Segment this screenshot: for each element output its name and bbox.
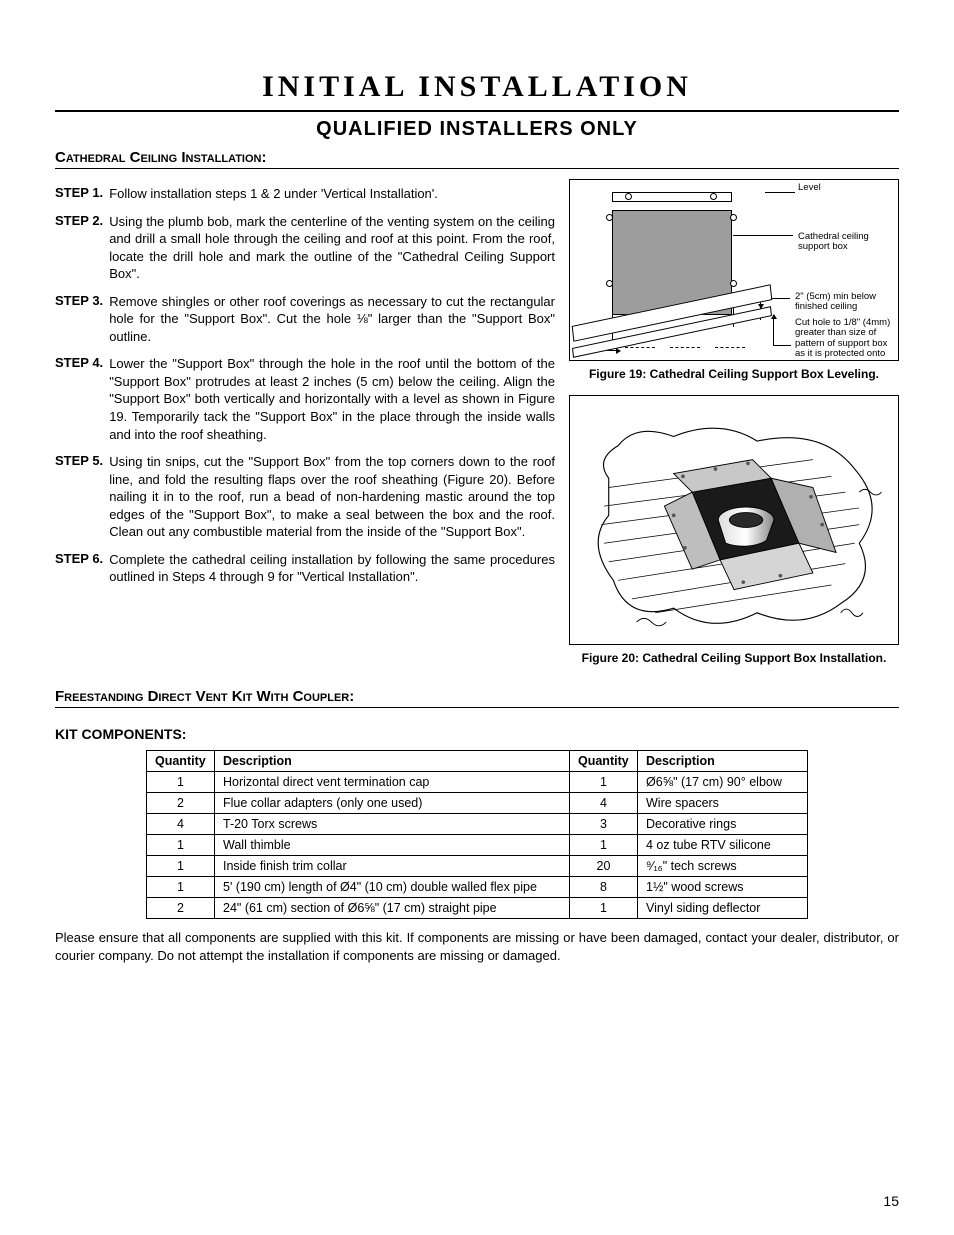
kit-footnote: Please ensure that all components are su… [55,929,899,964]
table-row: 1Inside finish trim collar20⁹⁄₁₆" tech s… [147,856,808,877]
cell-desc: Vinyl siding deflector [638,898,808,919]
step-label: STEP 2. [55,213,103,283]
cell-qty: 8 [570,877,638,898]
step-text: Using tin snips, cut the "Support Box" f… [109,453,555,541]
cell-qty: 1 [147,772,215,793]
figure-19-caption: Figure 19: Cathedral Ceiling Support Box… [569,367,899,383]
fig19-label-supportbox: Cathedral ceiling support box [798,232,893,253]
kit-components-heading: KIT COMPONENTS: [55,726,899,742]
cell-desc: 1½" wood screws [638,877,808,898]
cell-desc: Flue collar adapters (only one used) [215,793,570,814]
cell-desc: Wall thimble [215,835,570,856]
cell-desc: Wire spacers [638,793,808,814]
cell-desc: 5' (190 cm) length of Ø4" (10 cm) double… [215,877,570,898]
table-row: 224" (61 cm) section of Ø6⅝" (17 cm) str… [147,898,808,919]
col-desc: Description [638,751,808,772]
cell-desc: Inside finish trim collar [215,856,570,877]
kit-components-table: Quantity Description Quantity Descriptio… [146,750,808,919]
section-cathedral-heading: Cathedral Ceiling Installation: [55,149,899,166]
step-text: Remove shingles or other roof coverings … [109,293,555,346]
figure-20-diagram [569,395,899,645]
cell-desc: Horizontal direct vent termination cap [215,772,570,793]
table-row: 15' (190 cm) length of Ø4" (10 cm) doubl… [147,877,808,898]
cell-qty: 20 [570,856,638,877]
col-desc: Description [215,751,570,772]
section-rule-2 [55,707,899,708]
cell-qty: 2 [147,793,215,814]
subtitle: QUALIFIED INSTALLERS ONLY [55,118,899,141]
cell-desc: 4 oz tube RTV silicone [638,835,808,856]
step-text: Using the plumb bob, mark the centerline… [109,213,555,283]
cell-qty: 1 [147,835,215,856]
figure-20-caption: Figure 20: Cathedral Ceiling Support Box… [569,651,899,667]
step-label: STEP 3. [55,293,103,346]
figures-column: Level Cathedral ceiling support box 2" (… [569,175,899,666]
steps-column: STEP 1. Follow installation steps 1 & 2 u… [55,175,555,586]
step-label: STEP 1. [55,185,103,203]
section-kit-heading: Freestanding Direct Vent Kit With Couple… [55,688,899,705]
page-number: 15 [883,1193,899,1209]
cell-qty: 1 [570,772,638,793]
step-label: STEP 4. [55,355,103,443]
page-title: Initial Installation [55,70,899,108]
table-row: 1Horizontal direct vent termination cap1… [147,772,808,793]
step-label: STEP 5. [55,453,103,541]
figure-19-diagram: Level Cathedral ceiling support box 2" (… [569,179,899,361]
cell-qty: 2 [147,898,215,919]
cell-qty: 1 [570,898,638,919]
step-text: Lower the "Support Box" through the hole… [109,355,555,443]
fig19-label-clearance: 2" (5cm) min below finished ceiling [795,292,890,313]
cell-desc: T-20 Torx screws [215,814,570,835]
table-row: 2Flue collar adapters (only one used)4Wi… [147,793,808,814]
cell-qty: 1 [147,877,215,898]
table-row: 1Wall thimble14 oz tube RTV silicone [147,835,808,856]
step-text: Complete the cathedral ceiling installat… [109,551,555,586]
step-label: STEP 6. [55,551,103,586]
col-qty: Quantity [147,751,215,772]
cell-desc: Ø6⅝" (17 cm) 90° elbow [638,772,808,793]
cell-desc: 24" (61 cm) section of Ø6⅝" (17 cm) stra… [215,898,570,919]
cell-qty: 4 [147,814,215,835]
section-rule [55,168,899,169]
col-qty: Quantity [570,751,638,772]
step-text: Follow installation steps 1 & 2 under 'V… [109,185,438,203]
cell-qty: 3 [570,814,638,835]
title-rule [55,110,899,112]
table-row: 4T-20 Torx screws3Decorative rings [147,814,808,835]
fig19-label-cuthole: Cut hole to 1/8" (4mm) greater than size… [795,318,895,361]
cell-qty: 1 [570,835,638,856]
cell-qty: 4 [570,793,638,814]
cell-desc: Decorative rings [638,814,808,835]
fig19-label-level: Level [798,183,821,193]
cell-desc: ⁹⁄₁₆" tech screws [638,856,808,877]
cell-qty: 1 [147,856,215,877]
table-header-row: Quantity Description Quantity Descriptio… [147,751,808,772]
